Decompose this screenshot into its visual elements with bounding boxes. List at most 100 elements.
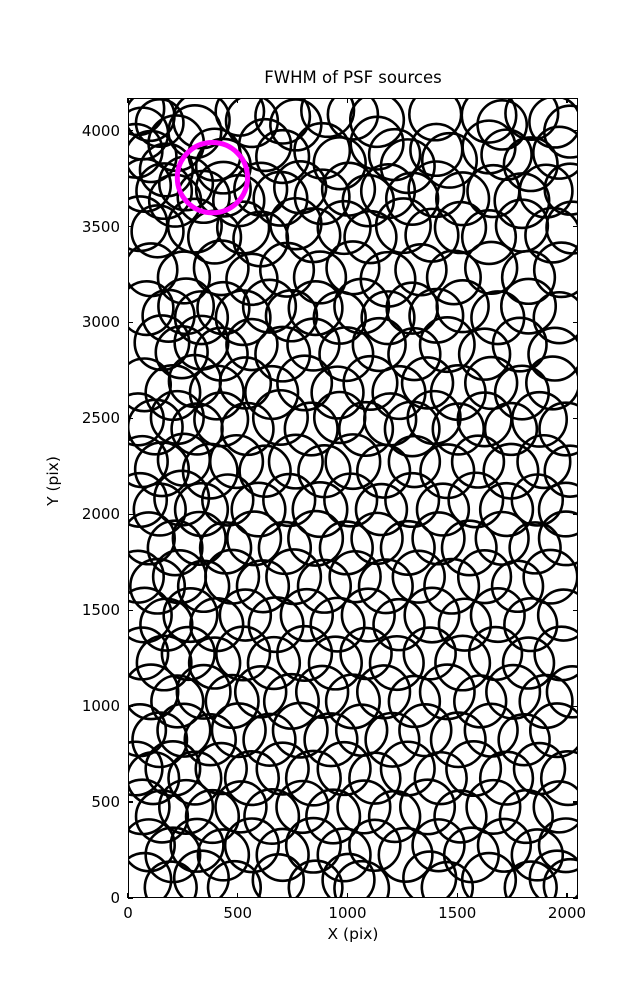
psf-source-marker <box>503 860 558 897</box>
psf-source-marker <box>379 519 436 577</box>
psf-source-marker <box>287 859 344 897</box>
psf-source-marker <box>532 780 577 834</box>
psf-source-marker <box>129 392 165 447</box>
scatter-plot-axes[interactable] <box>128 98 578 898</box>
psf-source-marker <box>423 557 481 615</box>
psf-source-marker <box>286 317 341 372</box>
x-axis-tick-mark-top <box>456 98 458 103</box>
psf-source-marker <box>269 99 323 152</box>
psf-source-marker <box>420 131 479 189</box>
psf-source-marker <box>537 817 577 874</box>
psf-source-marker <box>537 510 577 567</box>
y-axis-tick-mark-right <box>573 609 578 611</box>
psf-source-marker <box>431 402 486 456</box>
psf-source-marker <box>194 137 252 195</box>
psf-source-marker <box>355 443 412 499</box>
psf-source-marker <box>287 280 344 337</box>
psf-source-marker <box>292 250 348 305</box>
psf-source-marker <box>204 548 261 605</box>
psf-source-marker <box>324 433 382 491</box>
psf-source-marker <box>387 434 442 489</box>
psf-source-marker <box>183 713 237 767</box>
psf-source-marker <box>536 588 577 642</box>
psf-source-marker <box>296 558 353 614</box>
psf-source-marker <box>542 857 577 897</box>
y-axis-tick-mark-right <box>573 225 578 228</box>
psf-source-marker <box>293 121 352 180</box>
psf-source-marker <box>445 740 503 798</box>
psf-source-marker <box>131 711 189 769</box>
psf-source-marker <box>243 787 301 846</box>
psf-source-marker <box>328 549 382 604</box>
psf-source-marker <box>434 634 492 692</box>
psf-source-marker <box>442 826 500 884</box>
psf-source-marker <box>150 674 205 729</box>
psf-source-marker <box>129 663 180 721</box>
psf-source-marker <box>348 751 402 805</box>
psf-source-marker <box>543 444 577 498</box>
psf-source-marker <box>364 711 421 768</box>
psf-source-marker <box>214 289 272 347</box>
psf-source-marker <box>482 442 540 500</box>
x-axis-tick-mark-top <box>346 98 349 103</box>
psf-source-marker <box>166 197 223 254</box>
psf-source-marker <box>134 789 190 844</box>
psf-source-marker <box>251 853 306 897</box>
psf-source-marker <box>156 702 212 758</box>
y-axis-tick-mark <box>128 609 133 611</box>
psf-source-marker <box>144 740 202 798</box>
psf-source-marker <box>208 433 265 490</box>
psf-source-marker <box>325 240 381 296</box>
y-axis-tick-mark-right <box>573 321 578 324</box>
x-axis-tick-mark-top <box>566 98 568 103</box>
psf-source-marker <box>133 441 191 498</box>
psf-source-marker <box>147 173 203 228</box>
psf-source-marker <box>433 789 488 844</box>
psf-source-marker <box>267 433 324 490</box>
psf-source-marker <box>129 851 173 897</box>
psf-source-marker <box>333 859 391 897</box>
psf-source-marker <box>262 672 320 730</box>
psf-source-marker <box>435 278 490 334</box>
psf-source-marker <box>524 206 577 264</box>
psf-source-marker <box>300 99 356 139</box>
psf-source-marker <box>435 171 491 227</box>
psf-source-marker <box>246 635 302 691</box>
psf-source-marker <box>525 355 577 411</box>
x-axis-tick-mark <box>566 893 568 898</box>
psf-source-marker <box>394 242 448 297</box>
psf-source-marker <box>340 587 396 643</box>
psf-source-marker <box>516 433 572 490</box>
selected-source-marker[interactable] <box>174 140 251 216</box>
psf-source-marker <box>483 401 539 457</box>
psf-source-marker <box>135 634 193 692</box>
psf-source-marker <box>447 471 505 529</box>
psf-source-marker <box>254 99 312 145</box>
psf-source-marker <box>201 473 255 527</box>
y-axis-tick-label: 4000 <box>81 121 120 140</box>
psf-source-marker <box>194 741 248 796</box>
psf-source-marker <box>255 827 310 883</box>
psf-source-marker <box>502 136 559 193</box>
psf-source-marker <box>522 548 577 605</box>
psf-source-marker <box>411 511 466 566</box>
y-axis-tick-label: 2500 <box>81 409 120 428</box>
psf-source-marker <box>476 817 533 873</box>
psf-source-marker <box>360 290 416 346</box>
scatter-svg <box>129 99 577 897</box>
x-axis-tick-label: 2000 <box>547 904 587 922</box>
psf-source-marker <box>351 316 407 373</box>
y-axis-tick-label: 1000 <box>81 697 120 716</box>
psf-source-marker <box>387 674 442 729</box>
psf-source-marker <box>402 626 457 681</box>
psf-source-marker <box>372 597 426 652</box>
psf-source-marker <box>453 674 508 729</box>
y-axis-tick-mark-right <box>573 130 578 132</box>
x-axis-tick-mark <box>346 893 349 898</box>
psf-source-marker <box>343 209 398 265</box>
psf-source-marker <box>433 200 488 255</box>
psf-source-marker <box>318 326 375 383</box>
psf-source-marker <box>348 99 406 149</box>
psf-source-marker <box>184 788 241 845</box>
psf-source-marker <box>316 740 372 797</box>
